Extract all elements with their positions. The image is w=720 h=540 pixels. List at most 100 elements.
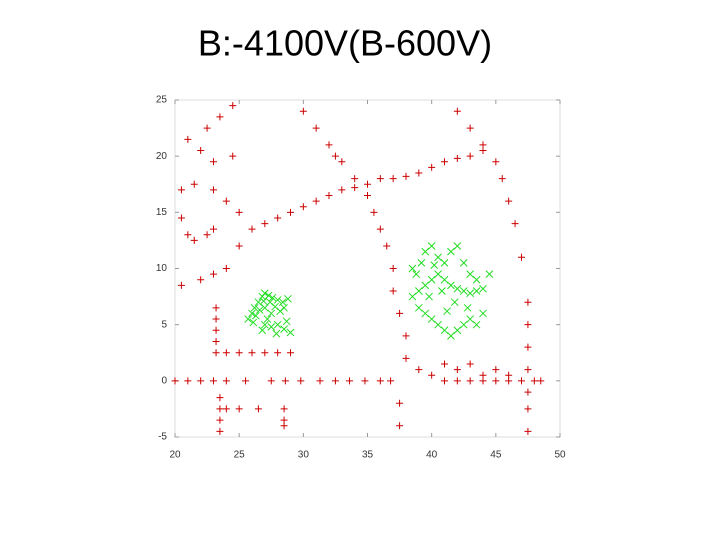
point: [524, 388, 532, 396]
point: [441, 360, 448, 368]
point: [524, 366, 532, 374]
point: [453, 284, 462, 293]
x-tick-label: 30: [298, 450, 310, 461]
point: [254, 298, 263, 307]
point: [331, 377, 339, 385]
point: [387, 377, 395, 385]
point: [274, 349, 282, 357]
point: [440, 259, 449, 267]
point: [351, 175, 359, 183]
point: [235, 242, 243, 250]
point: [222, 349, 230, 357]
point: [242, 377, 250, 385]
point: [287, 208, 294, 216]
point: [248, 349, 256, 357]
point: [280, 303, 288, 312]
point: [282, 317, 291, 326]
point: [254, 405, 262, 413]
point: [312, 124, 320, 132]
point: [453, 242, 462, 250]
point: [415, 366, 423, 374]
point: [249, 318, 258, 327]
point: [222, 197, 230, 205]
point: [472, 320, 481, 329]
point: [453, 326, 462, 335]
point: [402, 332, 410, 340]
point: [260, 289, 269, 298]
point: [210, 186, 217, 194]
point: [453, 366, 461, 374]
point: [441, 377, 448, 385]
point: [466, 152, 474, 160]
point: [376, 377, 384, 385]
point: [414, 303, 423, 312]
point: [229, 102, 237, 110]
point: [268, 293, 277, 302]
point: [505, 371, 513, 379]
point: [453, 107, 461, 115]
point: [389, 175, 397, 183]
y-tick-label: 20: [156, 151, 168, 162]
point: [463, 303, 472, 312]
point: [216, 113, 224, 121]
point: [190, 236, 198, 244]
x-tick-label: 50: [554, 450, 566, 461]
point: [492, 377, 500, 385]
point: [197, 147, 205, 155]
point: [421, 247, 430, 256]
point: [266, 298, 274, 307]
point: [524, 298, 532, 306]
point: [346, 377, 354, 385]
point: [530, 377, 538, 385]
point: [459, 320, 468, 329]
point: [260, 320, 269, 329]
point: [171, 377, 179, 385]
point: [216, 427, 224, 435]
point: [440, 275, 449, 284]
point: [184, 135, 192, 143]
point: [259, 297, 268, 305]
point: [430, 261, 439, 269]
point: [389, 287, 397, 295]
point: [402, 354, 410, 362]
x-tick-label: 20: [169, 450, 181, 461]
point: [524, 405, 532, 413]
point: [389, 265, 397, 272]
point: [524, 427, 532, 435]
point: [479, 371, 487, 379]
point: [479, 309, 487, 318]
point: [524, 343, 532, 351]
point: [261, 220, 269, 228]
point: [472, 275, 481, 284]
y-tick-label: 15: [156, 207, 168, 218]
point: [427, 315, 436, 323]
point: [370, 208, 378, 216]
y-tick-label: 25: [156, 95, 168, 106]
point: [184, 231, 192, 239]
point: [250, 303, 259, 312]
point: [376, 225, 384, 233]
point: [537, 377, 545, 385]
point: [325, 191, 333, 199]
point: [443, 307, 451, 316]
point: [492, 158, 500, 166]
point: [284, 294, 292, 303]
point: [511, 220, 519, 228]
point: [197, 276, 205, 284]
point: [466, 377, 474, 385]
plot-frame: [174, 99, 561, 438]
point: [498, 175, 506, 183]
point: [417, 259, 426, 267]
x-tick-label: 25: [234, 450, 246, 461]
point: [402, 172, 410, 180]
point: [428, 163, 436, 171]
point: [421, 309, 430, 318]
point: [396, 422, 404, 430]
point: [361, 377, 369, 385]
point: [453, 154, 461, 162]
point: [472, 287, 481, 295]
point: [466, 270, 475, 278]
point: [212, 338, 220, 346]
point: [412, 270, 421, 278]
